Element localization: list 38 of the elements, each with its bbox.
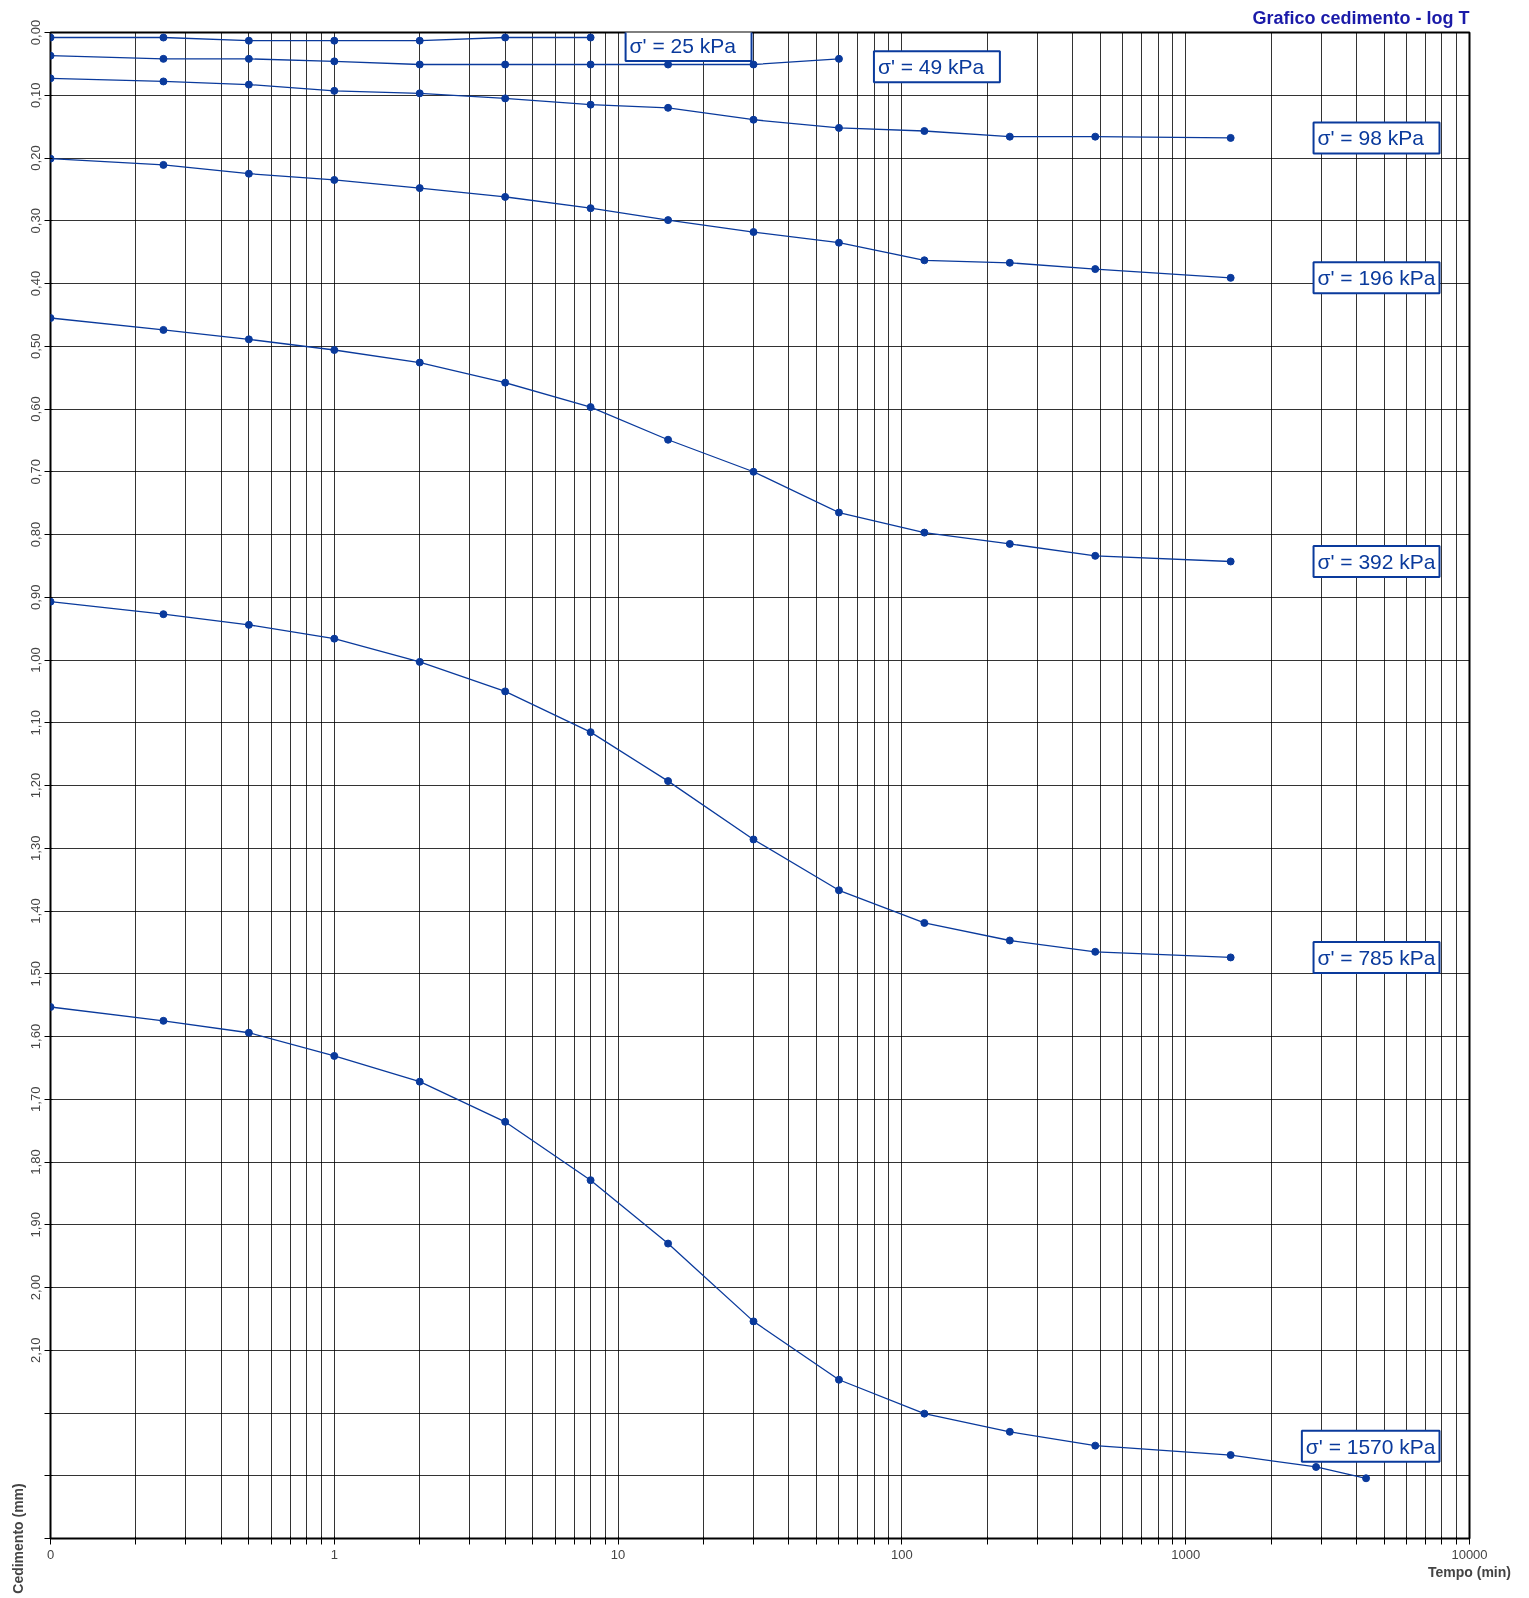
x-tick-label: 10000 (1451, 1546, 1488, 1562)
y-tick-label: 1,20 (27, 772, 43, 799)
x-tick-label: 1000 (1171, 1546, 1201, 1562)
x-tick-label: 0 (46, 1546, 55, 1562)
y-tick-label: 0,60 (27, 396, 43, 422)
y-tick-label: 1,60 (27, 1023, 43, 1050)
y-tick-label: 0,20 (27, 145, 43, 171)
y-tick-label: 1,50 (27, 961, 43, 987)
x-tick-label: 1 (330, 1546, 338, 1562)
x-tick-label: 100 (891, 1546, 913, 1562)
y-tick-label: 1,40 (27, 898, 43, 924)
y-tick-label: 2,10 (27, 1337, 43, 1363)
text: σ' = 196 kPa (1317, 266, 1436, 290)
y-tick-label: 0,10 (27, 82, 43, 108)
text: σ' = 98 kPa (1317, 126, 1425, 150)
text: σ' = 392 kPa (1317, 549, 1436, 573)
y-tick-label: 0,50 (27, 333, 43, 359)
y-tick-label: 1,70 (27, 1086, 43, 1112)
y-tick-label: 1,10 (27, 710, 43, 736)
text: σ' = 785 kPa (1317, 945, 1436, 969)
y-tick-label: 1,30 (27, 835, 43, 861)
y-tick-label: 0,30 (27, 208, 43, 234)
y-tick-label: 0,40 (27, 270, 43, 297)
y-tick-label: 2,00 (27, 1274, 43, 1301)
y-tick-label: 0,70 (27, 459, 43, 485)
series-label: σ' = 1570 kPa (1305, 1434, 1436, 1458)
series-label: σ' = 49 kPa (877, 55, 985, 79)
x-tick-label: 10 (610, 1546, 626, 1562)
y-tick-label: 1,80 (27, 1149, 43, 1175)
y-tick-label: 0,80 (27, 521, 43, 548)
chart-title: Grafico cedimento - log T (1252, 7, 1470, 28)
y-tick-label: 0,90 (27, 584, 43, 610)
x-axis-title: Tempo (min) (1428, 1563, 1511, 1580)
series-label: σ' = 25 kPa (629, 34, 737, 58)
y-tick-label: 1,00 (27, 647, 43, 673)
y-tick-label: 1,90 (27, 1212, 43, 1238)
y-axis-title: Cedimento (mm) (9, 1483, 26, 1594)
y-tick-label: 0,00 (27, 19, 43, 46)
